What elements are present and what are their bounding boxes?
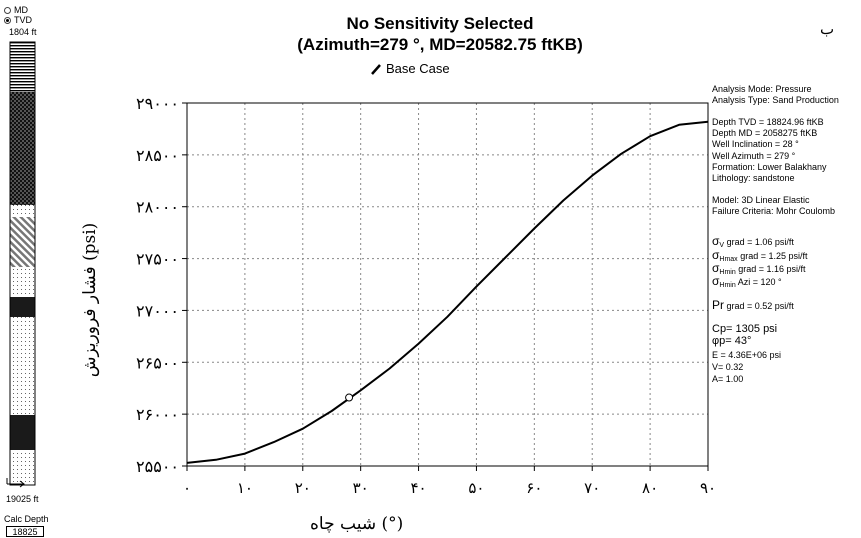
lithology-bands [9,41,36,486]
lithology-band [10,415,35,450]
y-tick-label: ۲۸۵۰۰ [136,146,179,165]
sigma-symbol: σ [712,274,720,288]
lithology-band [10,450,35,485]
x-tick-label: ۸۰ [642,479,658,497]
chart-title: No Sensitivity Selected [346,14,534,33]
current-depth-arrow-icon [6,478,25,488]
lithology-band [10,267,35,297]
depth-md: Depth MD = 2058275 ftKB [712,128,818,138]
plot-frame [186,102,709,467]
calc-depth-input[interactable]: 18825 [6,526,44,537]
sigma-hmax-grad: σHmax grad = 1.25 psi/ft [712,248,808,263]
x-tick-label: ۳۰ [353,479,369,497]
sigma-hmax-value: grad = 1.25 psi/ft [740,251,808,261]
grid [187,103,708,466]
legend-line-icon [371,63,381,75]
well-azimuth: Well Azimuth = 279 ° [712,151,796,161]
y-tick-label: ۲۸۰۰۰ [136,198,179,217]
x-tick-label: ۴۰ [410,479,426,497]
tvd-radio-circle[interactable] [4,16,11,24]
a-value: A= 1.00 [712,374,744,384]
y-tick-label: ۲۷۰۰۰ [136,301,179,320]
lithology-band [10,297,35,317]
depth-tvd: Depth TVD = 18824.96 ftKB [712,117,824,127]
sigma-v-value: grad = 1.06 psi/ft [726,237,794,247]
sigma-hmin-azi: σHmin Azi = 120 ° [712,274,782,289]
top-depth-label: 1804 ft [9,27,37,37]
sigma-hmin-value: grad = 1.16 psi/ft [738,264,806,274]
sigma-hmin-grad: σHmin grad = 1.16 psi/ft [712,261,806,276]
series [186,120,709,464]
x-tick-label: ۵۰ [468,479,484,497]
sigma-symbol: σ [712,234,720,248]
sigma-v-subscript: V [719,242,725,249]
analysis-mode: Analysis Mode: Pressure [712,84,812,94]
bottom-depth-label: 19025 ft [6,494,39,504]
md-radio-circle[interactable] [4,6,11,14]
x-tick-label: ۱۰ [237,479,253,497]
e-value: E = 4.36E+06 psi [712,350,782,360]
y-axis-label: فشار فروریزش (psi) [80,222,100,378]
sigma-v-grad: σV grad = 1.06 psi/ft [712,234,794,249]
x-tick-label: ۶۰ [526,479,542,497]
tvd-radio[interactable]: TVD [4,15,32,25]
formation: Formation: Lower Balakhany [712,162,827,172]
phi-value: φp= 43° [712,335,752,347]
lithology-band [10,205,35,217]
sigma-hmax-subscript: Hmax [719,256,738,263]
x-tick-label: ۲۰ [295,479,311,497]
lithology-band [10,217,35,267]
lithology-band [10,92,35,205]
cp-value: Cp= 1305 psi [712,323,778,335]
pr-label: Pr [712,298,724,312]
lithology-band [10,42,35,92]
calc-depth-label: Calc Depth [4,514,49,524]
tvd-radio-label: TVD [14,15,32,25]
sigma-hmin-subscript: Hmin [719,282,736,289]
axis-ticks: ۰ ۱۰ ۲۰ ۳۰ ۴۰ ۵۰ ۶۰ ۷۰ ۸۰ ۹۰ ۲۵۵۰۰ ۲۶۰۰۰ ۲۶۵۰۰ ۲۷۰۰۰ ۲… [136,94,716,497]
md-radio-label: MD [14,5,28,15]
y-tick-label: ۲۶۵۰۰ [136,353,179,372]
model: Model: 3D Linear Elastic [712,195,810,205]
chart-legend: Base Case [370,61,450,76]
lithology-column[interactable] [0,0,60,538]
y-tick-label: ۲۷۵۰۰ [136,250,179,269]
failure-criteria: Failure Criteria: Mohr Coulomb [712,206,836,216]
legend-label: Base Case [386,61,450,76]
sigma-symbol: σ [712,261,720,275]
md-radio[interactable]: MD [4,5,28,15]
current-inclination-marker [345,393,354,402]
sigma-hmin-azi-value: Azi = 120 ° [737,277,782,287]
y-tick-label: ۲۹۰۰۰ [136,94,179,113]
lithology-band [10,317,35,415]
figure-letter: ب [820,20,835,38]
x-tick-label: ۷۰ [584,479,600,497]
y-tick-label: ۲۶۰۰۰ [136,405,179,424]
poisson-value: V= 0.32 [712,362,744,372]
well-inclination: Well Inclination = 28 ° [712,139,799,149]
y-tick-label: ۲۵۵۰۰ [136,457,179,476]
pore-pressure-grad: Pr grad = 0.52 psi/ft [712,298,794,312]
sigma-hmin-subscript: Hmin [719,269,736,276]
x-axis-label: شیب چاه (°) [310,514,404,534]
x-tick-label: ۹۰ [700,479,716,497]
chart-subtitle: (Azimuth=279 °, MD=20582.75 ftKB) [297,35,583,54]
analysis-type: Analysis Type: Sand Production [712,95,839,105]
pr-value: grad = 0.52 psi/ft [726,301,794,311]
series-line-base-case [186,120,709,464]
lithology: Lithology: sandstone [712,173,795,183]
sigma-symbol: σ [712,248,720,262]
x-tick-label: ۰ [183,479,191,497]
